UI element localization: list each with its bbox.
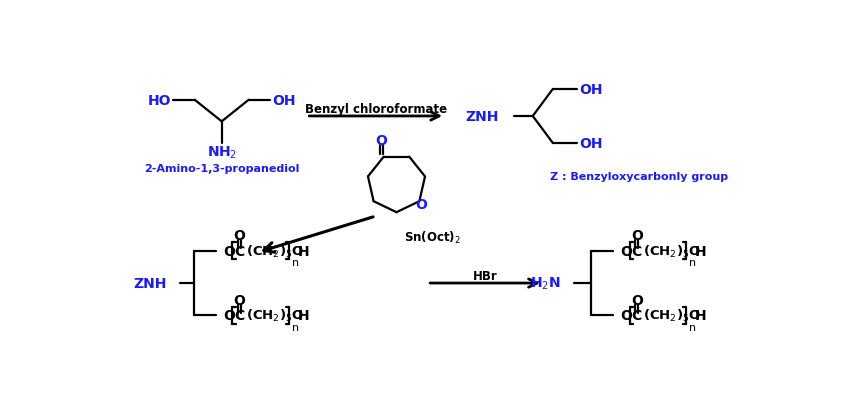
Text: n: n <box>291 257 299 267</box>
Text: (CH$_2$)$_5$O: (CH$_2$)$_5$O <box>246 243 304 259</box>
Text: 2-Amino-1,3-propanediol: 2-Amino-1,3-propanediol <box>143 163 299 173</box>
Text: C: C <box>630 309 641 323</box>
Text: H$_2$N: H$_2$N <box>529 275 560 292</box>
Text: ZNH: ZNH <box>133 276 167 290</box>
Text: n: n <box>688 257 695 267</box>
Text: (CH$_2$)$_5$O: (CH$_2$)$_5$O <box>246 308 304 324</box>
Text: O: O <box>223 244 235 258</box>
Text: C: C <box>630 244 641 258</box>
Text: C: C <box>234 309 244 323</box>
Text: O: O <box>630 293 642 307</box>
Text: O: O <box>630 229 642 243</box>
Text: Z : Benzyloxycarbonly group: Z : Benzyloxycarbonly group <box>549 172 728 182</box>
Text: n: n <box>291 322 299 332</box>
Text: (CH$_2$)$_5$O: (CH$_2$)$_5$O <box>642 243 701 259</box>
Text: O: O <box>233 293 245 307</box>
Text: OH: OH <box>272 94 295 108</box>
Text: O: O <box>414 197 426 211</box>
Text: C: C <box>234 244 244 258</box>
Text: O: O <box>233 229 245 243</box>
Text: H: H <box>298 244 309 258</box>
Text: H: H <box>695 309 706 323</box>
Text: (CH$_2$)$_5$O: (CH$_2$)$_5$O <box>642 308 701 324</box>
Text: O: O <box>223 309 235 323</box>
Text: OH: OH <box>579 83 603 97</box>
Text: NH$_2$: NH$_2$ <box>206 145 236 161</box>
Text: HBr: HBr <box>472 269 497 282</box>
Text: O: O <box>619 309 631 323</box>
Text: Sn(Oct)$_2$: Sn(Oct)$_2$ <box>403 229 460 245</box>
Text: HO: HO <box>148 94 170 108</box>
Text: OH: OH <box>579 137 603 151</box>
Text: O: O <box>375 133 387 147</box>
Text: O: O <box>619 244 631 258</box>
Text: H: H <box>298 309 309 323</box>
Text: Benzyl chloroformate: Benzyl chloroformate <box>305 103 446 115</box>
Text: n: n <box>688 322 695 332</box>
Text: H: H <box>695 244 706 258</box>
Text: ZNH: ZNH <box>465 110 498 124</box>
